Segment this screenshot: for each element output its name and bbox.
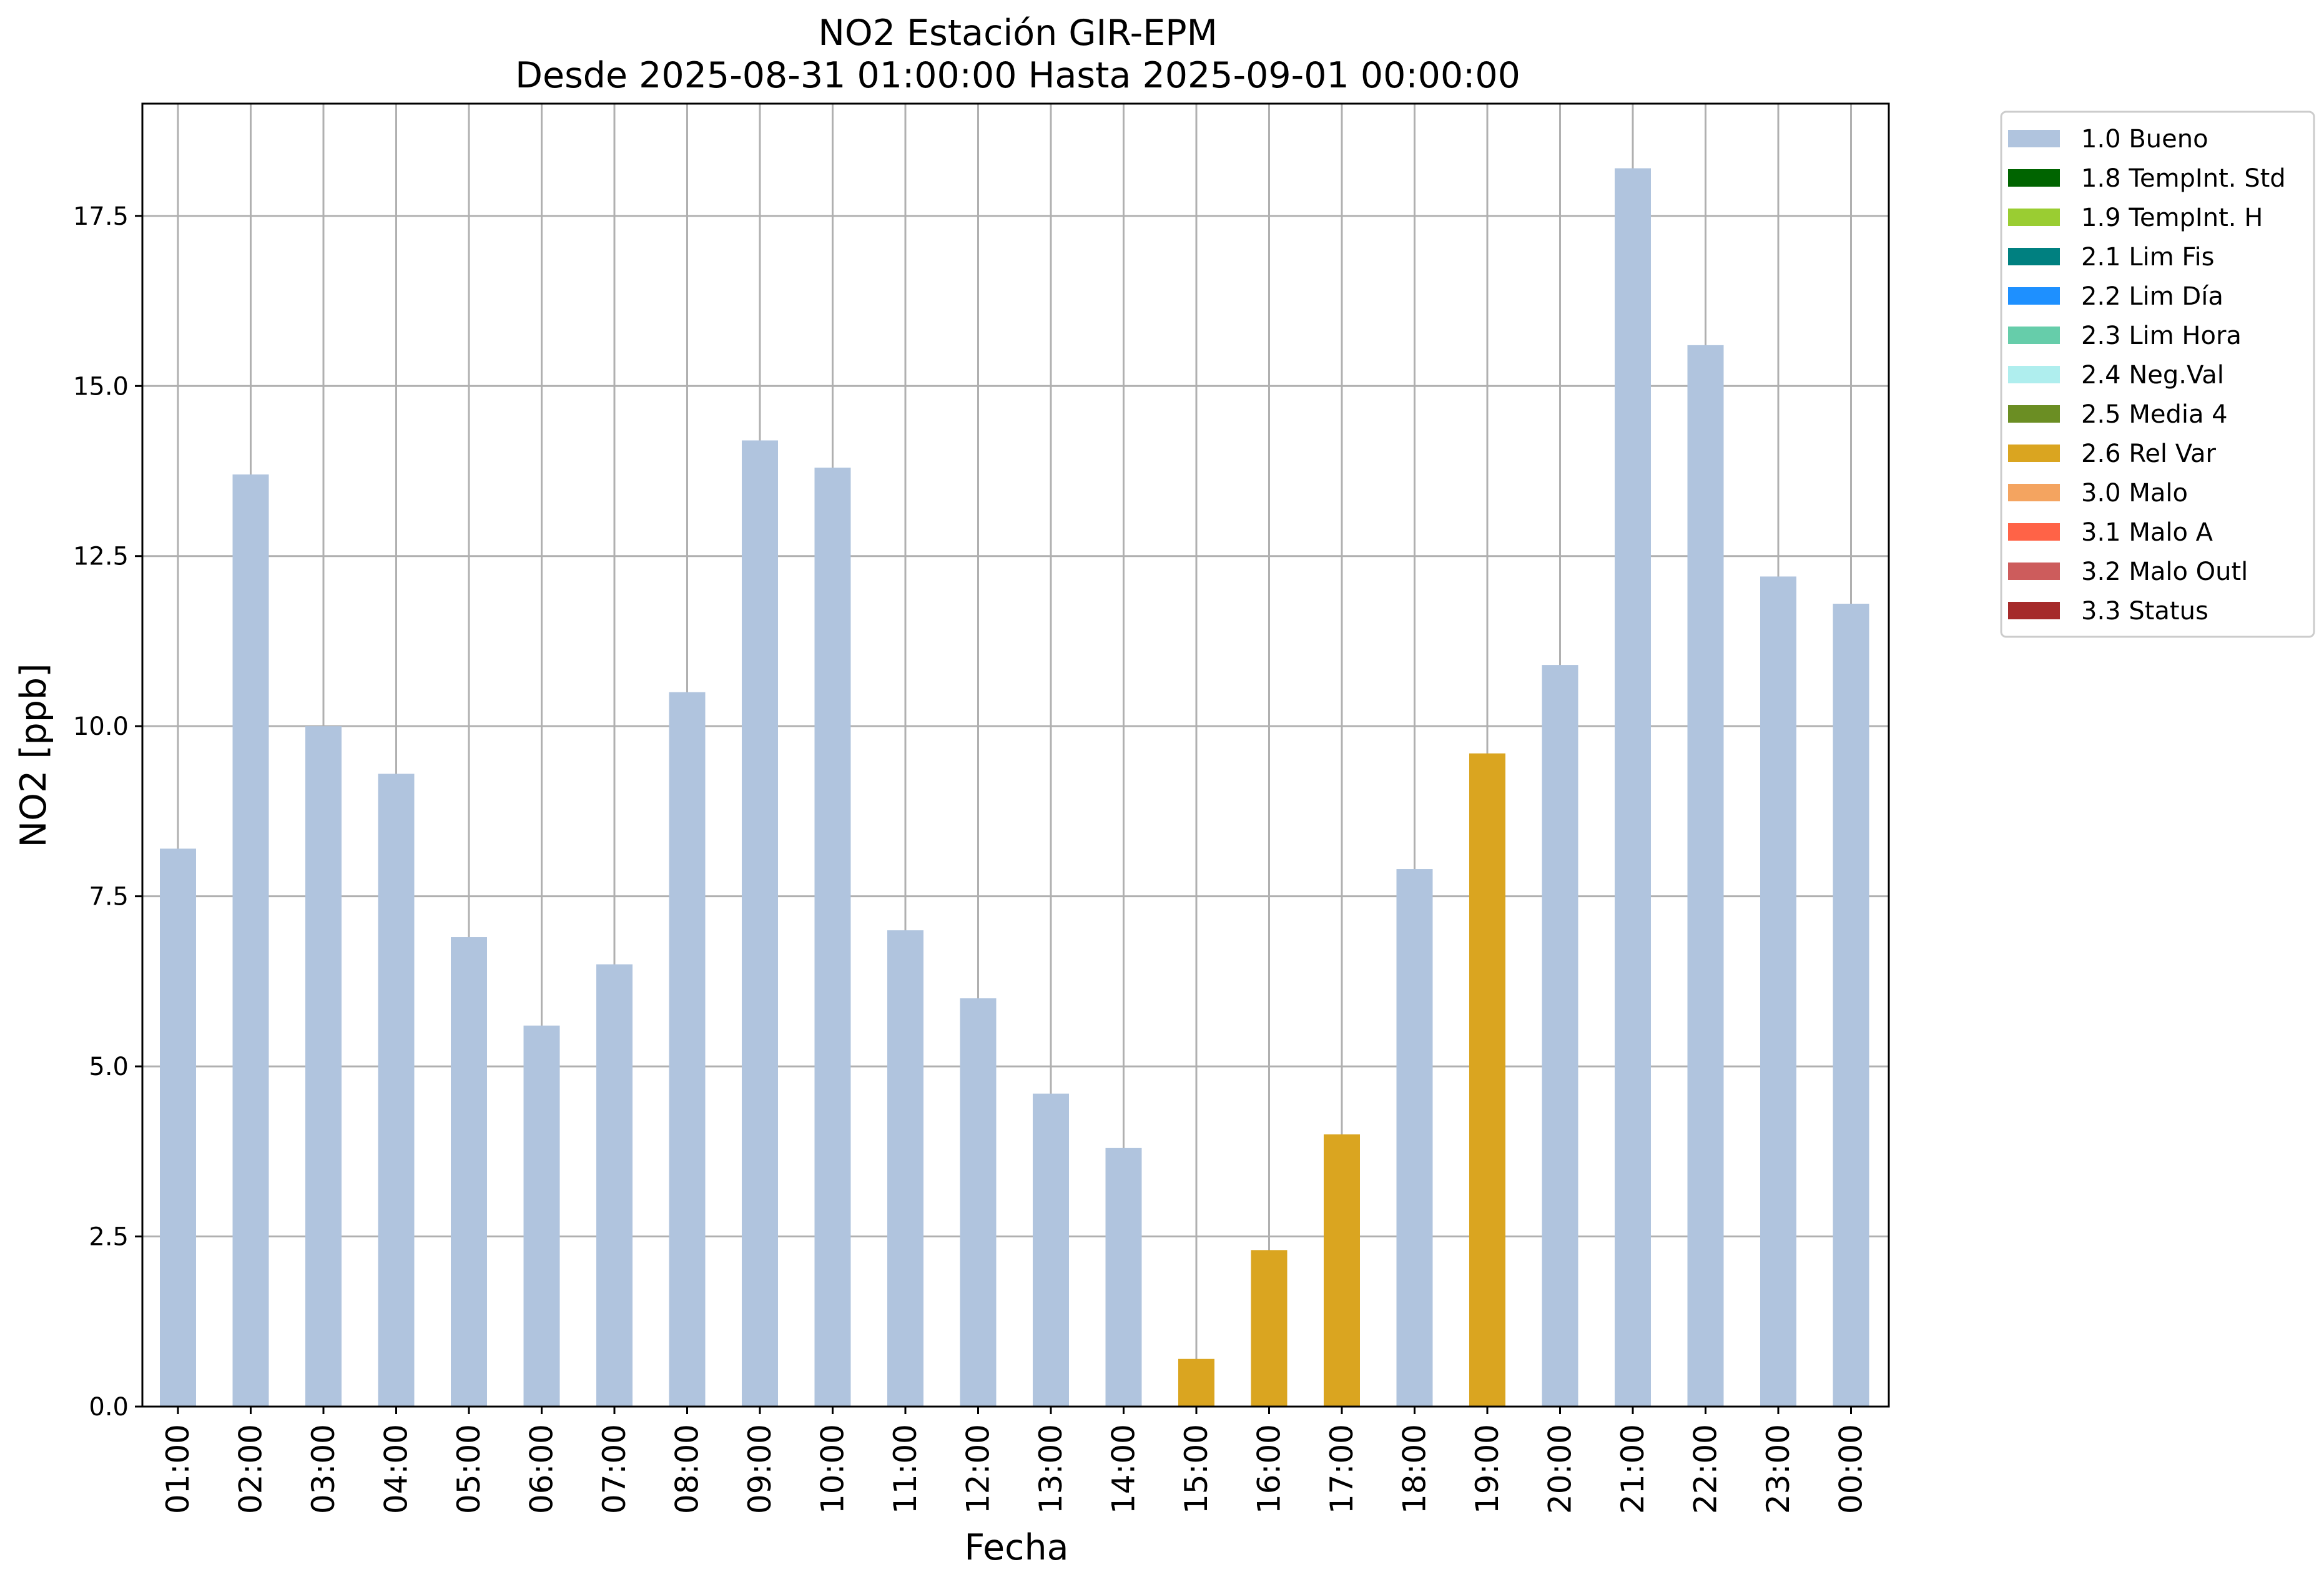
x-tick-label: 21:00 xyxy=(1615,1424,1651,1514)
bar xyxy=(669,692,706,1407)
x-tick-label: 22:00 xyxy=(1688,1424,1724,1514)
x-tick-label: 04:00 xyxy=(378,1424,415,1514)
plot-frame xyxy=(141,102,1890,1408)
x-tick-label: 07:00 xyxy=(596,1424,633,1514)
x-tick-label: 05:00 xyxy=(451,1424,487,1514)
legend-swatch xyxy=(2008,445,2060,462)
legend-swatch xyxy=(2008,287,2060,305)
bar xyxy=(960,998,997,1407)
legend-label: 2.5 Media 4 xyxy=(2081,400,2228,429)
legend-swatch xyxy=(2008,484,2060,501)
bar xyxy=(1105,1147,1142,1407)
legend-label: 3.3 Status xyxy=(2081,597,2208,626)
bar xyxy=(1178,1358,1214,1407)
bar xyxy=(596,964,633,1407)
bar xyxy=(1251,1250,1288,1407)
x-tick-label: 15:00 xyxy=(1178,1424,1214,1514)
x-axis-label: Fecha xyxy=(964,1527,1068,1568)
bar xyxy=(451,937,487,1407)
x-tick-label: 14:00 xyxy=(1106,1424,1142,1514)
legend-swatch xyxy=(2008,405,2060,423)
legend-swatch xyxy=(2008,563,2060,580)
bar xyxy=(523,1025,560,1407)
legend-label: 2.2 Lim Día xyxy=(2081,282,2223,311)
y-tick-label: 7.5 xyxy=(89,883,129,911)
y-tick-label: 10.0 xyxy=(73,712,129,741)
x-tick-label: 02:00 xyxy=(233,1424,269,1514)
legend-swatch xyxy=(2008,209,2060,226)
x-tick-label: 20:00 xyxy=(1542,1424,1578,1514)
bar xyxy=(160,848,196,1407)
x-tick-label: 16:00 xyxy=(1251,1424,1288,1514)
x-tick-label: 10:00 xyxy=(815,1424,851,1514)
x-tick-label: 09:00 xyxy=(742,1424,778,1514)
legend-box xyxy=(2000,111,2315,638)
bar xyxy=(1396,869,1433,1407)
y-tick-label: 17.5 xyxy=(73,202,129,231)
legend-swatch xyxy=(2008,602,2060,619)
legend-swatch xyxy=(2008,248,2060,265)
y-tick-label: 5.0 xyxy=(89,1053,129,1081)
legend-label: 2.6 Rel Var xyxy=(2081,440,2217,468)
bar xyxy=(232,474,269,1407)
bar xyxy=(887,930,923,1407)
legend-label: 2.3 Lim Hora xyxy=(2081,322,2242,350)
legend-label: 3.1 Malo A xyxy=(2081,518,2213,547)
y-axis-label: NO2 [ppb] xyxy=(13,664,54,848)
x-tick-label: 23:00 xyxy=(1760,1424,1796,1514)
legend-label: 3.0 Malo xyxy=(2081,479,2188,508)
bar xyxy=(1033,1093,1069,1407)
legend-label: 2.1 Lim Fis xyxy=(2081,243,2214,272)
legend-label: 3.2 Malo Outl xyxy=(2081,558,2248,586)
x-tick-label: 01:00 xyxy=(160,1424,196,1514)
x-tick-label: 18:00 xyxy=(1397,1424,1433,1514)
y-tick-label: 12.5 xyxy=(73,543,129,571)
y-axis: 0.0 2.5 5.0 7.5 10.0 12.5 15.0 17.5 xyxy=(73,202,142,1422)
bar xyxy=(1687,345,1724,1407)
legend-swatch xyxy=(2008,523,2060,541)
bar xyxy=(742,440,778,1407)
legend-label: 2.4 Neg.Val xyxy=(2081,361,2224,390)
chart-title: NO2 Estación GIR-EPM xyxy=(818,12,1218,54)
x-tick-label: 00:00 xyxy=(1833,1424,1869,1514)
legend-label: 1.9 TempInt. H xyxy=(2081,204,2263,232)
legend-swatch xyxy=(2008,327,2060,344)
bar xyxy=(378,774,415,1407)
bar xyxy=(1760,576,1796,1407)
x-tick-label: 13:00 xyxy=(1033,1424,1069,1514)
legend-swatch xyxy=(2008,366,2060,383)
x-tick-label: 17:00 xyxy=(1324,1424,1360,1514)
bar xyxy=(1615,168,1651,1407)
bars xyxy=(160,168,1869,1407)
x-tick-label: 08:00 xyxy=(669,1424,706,1514)
legend-swatch xyxy=(2008,169,2060,187)
x-tick-label: 12:00 xyxy=(960,1424,997,1514)
bar xyxy=(814,468,851,1407)
x-tick-label: 19:00 xyxy=(1469,1424,1505,1514)
bar xyxy=(305,726,342,1407)
bar xyxy=(1469,753,1505,1407)
bar xyxy=(1833,604,1869,1407)
bar xyxy=(1542,665,1578,1407)
bar xyxy=(1324,1134,1360,1407)
x-tick-label: 03:00 xyxy=(305,1424,342,1514)
legend-label: 1.8 TempInt. Std xyxy=(2081,164,2286,193)
legend-label: 1.0 Bueno xyxy=(2081,125,2208,154)
x-tick-label: 11:00 xyxy=(887,1424,923,1514)
chart-subtitle: Desde 2025-08-31 01:00:00 Hasta 2025-09-… xyxy=(515,55,1520,96)
legend: 1.0 Bueno 1.8 TempInt. Std 1.9 TempInt. H 2… xyxy=(2000,111,2315,638)
x-tick-label: 06:00 xyxy=(524,1424,560,1514)
legend-swatch xyxy=(2008,130,2060,147)
x-axis: 01:00 02:00 03:00 04:00 05:00 06:00 07:00 08:00… xyxy=(160,1407,1869,1514)
y-tick-label: 15.0 xyxy=(73,372,129,401)
y-tick-label: 2.5 xyxy=(89,1223,129,1252)
y-tick-label: 0.0 xyxy=(89,1393,129,1422)
